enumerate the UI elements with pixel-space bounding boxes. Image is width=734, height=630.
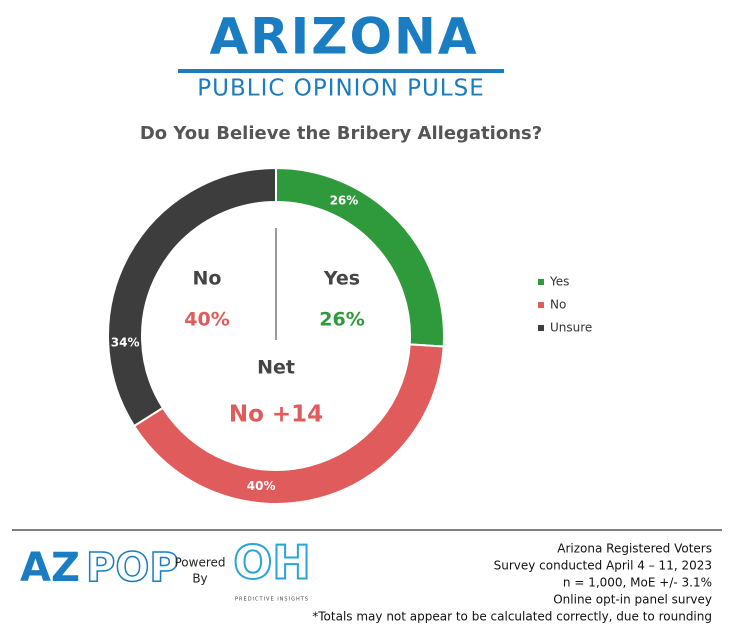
annotation: No [193, 268, 222, 290]
annotation: 40% [184, 309, 229, 331]
chart-title: Do You Believe the Bribery Allegations? [140, 123, 542, 144]
oh-logo: OH [233, 536, 311, 590]
legend-swatch [538, 302, 544, 308]
annotation: Net [257, 357, 295, 379]
footer-note: *Totals may not appear to be calculated … [312, 610, 712, 624]
footer-note: Survey conducted April 4 – 11, 2023 [494, 559, 712, 573]
data-label: 26% [330, 194, 359, 208]
legend-swatch [538, 325, 544, 331]
powered-text: By [192, 572, 207, 586]
logo: POP [86, 545, 179, 591]
footer-note: n = 1,000, MoE +/- 3.1% [563, 576, 712, 590]
donut-segment [107, 166, 277, 428]
powered-text: Powered [174, 556, 225, 570]
legend-label: Yes [549, 275, 569, 289]
brand-rule [178, 69, 504, 73]
data-label: 34% [111, 336, 140, 350]
oh-tagline: PREDICTIVE INSIGHTS [235, 597, 309, 603]
logo: AZ [20, 545, 80, 591]
footer-note: Online opt-in panel survey [553, 593, 712, 607]
legend-swatch [538, 279, 544, 285]
legend-label: No [550, 298, 566, 312]
annotation: Yes [323, 268, 360, 290]
donut-segment [132, 343, 445, 505]
annotation: 26% [319, 309, 364, 331]
legend-label: Unsure [550, 321, 592, 335]
annotation: No +14 [229, 402, 323, 428]
brand-subtitle: PUBLIC OPINION PULSE [197, 76, 484, 102]
footer-note: Arizona Registered Voters [557, 542, 712, 556]
brand: ARIZONA [209, 8, 478, 66]
data-label: 40% [247, 479, 276, 493]
